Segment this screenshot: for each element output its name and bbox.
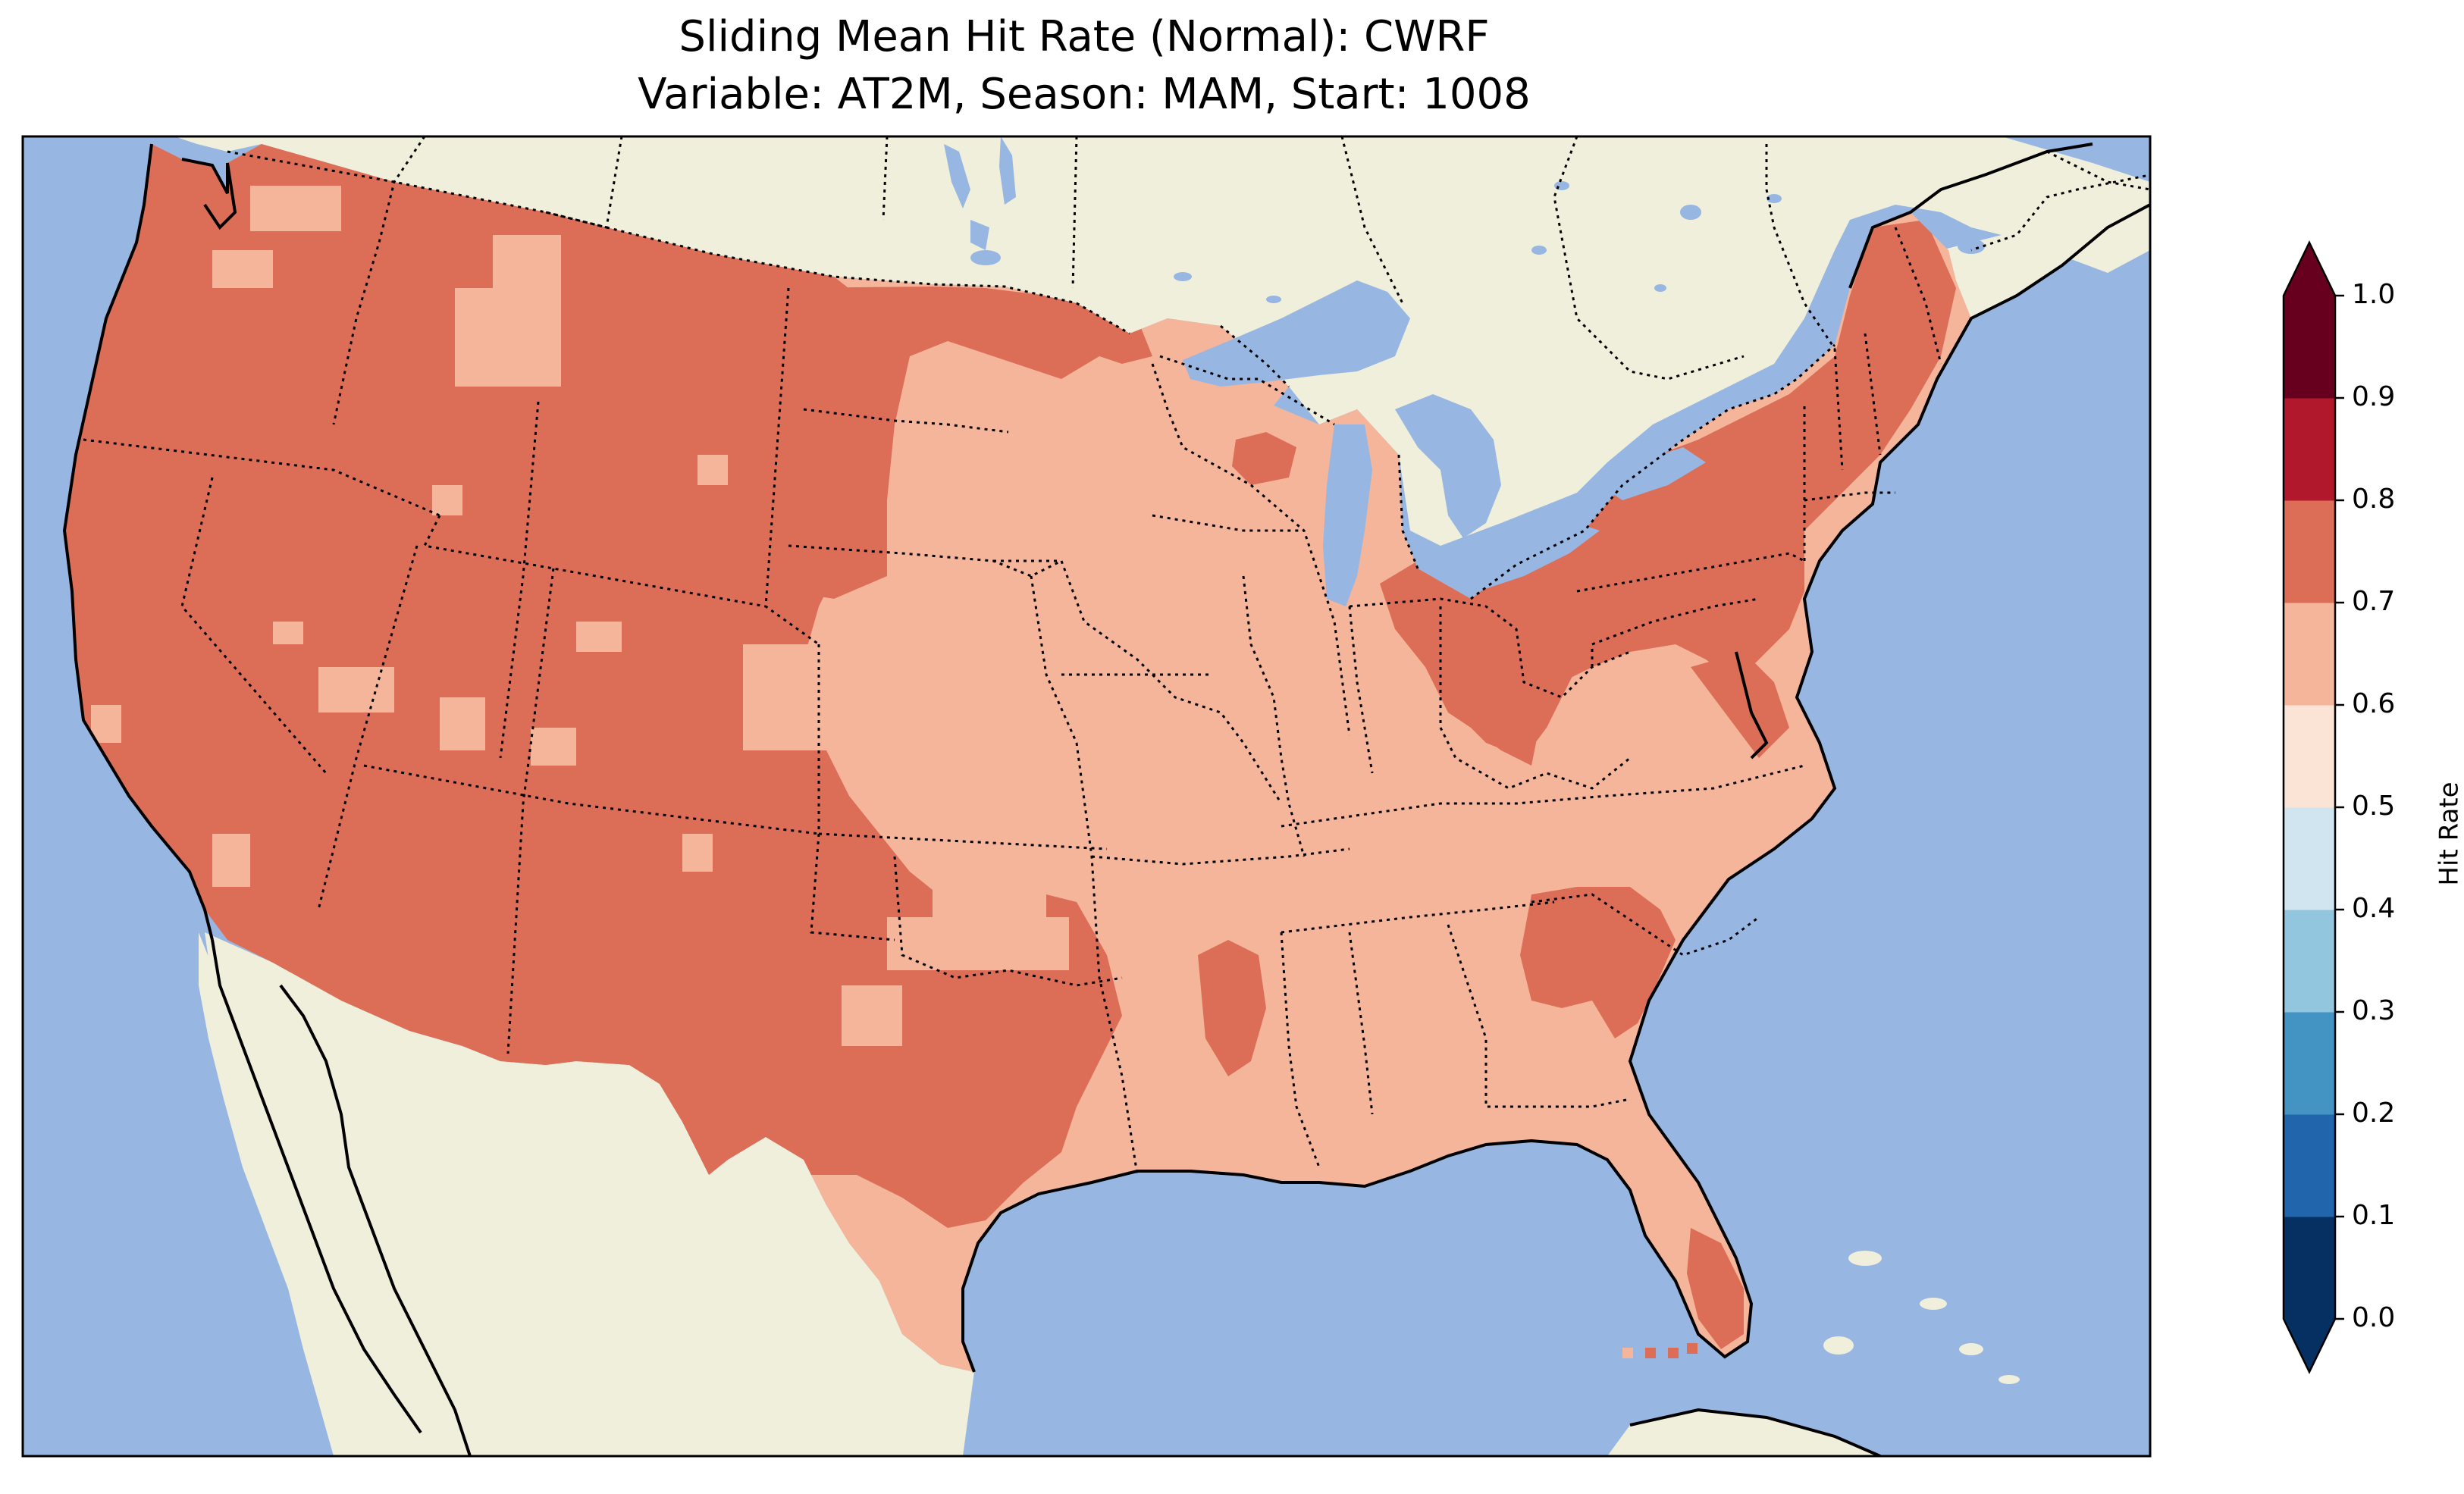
canadian-lakes bbox=[944, 136, 1985, 303]
cuba-line bbox=[1629, 1408, 1881, 1456]
colorbar-bin-5 bbox=[2284, 705, 2335, 808]
colorbar-tick-label-8: 0.8 bbox=[2352, 484, 2395, 515]
lake-superior bbox=[1183, 280, 1410, 387]
colorbar-tick-label-3: 0.3 bbox=[2352, 995, 2395, 1026]
colorbar-bin-1 bbox=[2284, 1114, 2335, 1217]
lake-ontario bbox=[1600, 447, 1706, 500]
lake-huron bbox=[1395, 394, 1501, 538]
canada-landmass bbox=[174, 136, 2150, 546]
chart-title-line-2: Variable: AT2M, Season: MAM, Start: 1008 bbox=[638, 70, 1531, 119]
colorbar-bin-7 bbox=[2284, 500, 2335, 603]
region-northeast-high bbox=[1380, 220, 1956, 766]
hit-rate-light-patches bbox=[91, 186, 1069, 1046]
west-coast-line bbox=[62, 143, 214, 941]
colorbar-tick-label-9: 0.9 bbox=[2352, 381, 2395, 412]
florida-keys bbox=[1622, 1343, 1698, 1358]
colorbar-tick-label-4: 0.4 bbox=[2352, 893, 2395, 924]
colorbar-ticks: 0.0 0.1 0.2 0.3 0.4 0.5 0.6 0.7 0.8 0.9 1.0 bbox=[2335, 279, 2395, 1333]
chart-title-line-1: Sliding Mean Hit Rate (Normal): CWRF bbox=[679, 12, 1490, 61]
region-mississippi-high bbox=[1198, 940, 1266, 1076]
colorbar-tick-label-6: 0.6 bbox=[2352, 688, 2395, 719]
colorbar-bin-6 bbox=[2284, 603, 2335, 706]
colorbar-tick-label-1: 0.1 bbox=[2352, 1200, 2395, 1231]
colorbar-bin-2 bbox=[2284, 1012, 2335, 1115]
colorbar-tick-label-7: 0.7 bbox=[2352, 586, 2395, 617]
state-borders bbox=[83, 136, 2150, 1176]
region-ohio-high bbox=[1403, 599, 1577, 758]
chesapeake-line bbox=[1735, 651, 1769, 760]
cuba-landmass bbox=[1607, 1410, 1880, 1456]
colorbar-bin-3 bbox=[2284, 910, 2335, 1013]
lake-michigan bbox=[1323, 424, 1372, 606]
colorbar-tick-label-5: 0.5 bbox=[2352, 791, 2395, 822]
puget-sound-line bbox=[181, 158, 237, 230]
colorbar-bin-4 bbox=[2284, 807, 2335, 910]
region-florida-south-high bbox=[1687, 1228, 1744, 1349]
map-frame bbox=[21, 135, 2152, 1458]
bahamas-islands bbox=[1823, 1251, 2020, 1384]
gulf-coast-line bbox=[961, 203, 2150, 1373]
colorbar-extend-low bbox=[2284, 1319, 2335, 1372]
colorbar-bin-9 bbox=[2284, 296, 2335, 399]
mexico-pacific-line bbox=[211, 939, 422, 1434]
lake-erie bbox=[1456, 523, 1600, 591]
colorbar-bin-0 bbox=[2284, 1217, 2335, 1320]
colorbar-label: Hit Rate bbox=[2434, 781, 2464, 885]
baja-inner-line bbox=[279, 984, 472, 1456]
region-wisconsin-high bbox=[1232, 432, 1296, 485]
colorbar-tick-label-0: 0.0 bbox=[2352, 1302, 2395, 1333]
colorbar-tick-label-10: 1.0 bbox=[2352, 279, 2395, 310]
colorbar: 0.0 0.1 0.2 0.3 0.4 0.5 0.6 0.7 0.8 0.9 1.0 Hit Ra… bbox=[2282, 240, 2464, 1374]
mexico-landmass bbox=[205, 932, 974, 1456]
region-virginia-high bbox=[1691, 652, 1789, 758]
colorbar-extend-high bbox=[2284, 243, 2335, 296]
map-layers bbox=[62, 136, 2150, 1456]
hit-rate-high-regions bbox=[64, 144, 1956, 1349]
baja-landmass bbox=[199, 932, 421, 1456]
colorbar-bin-8 bbox=[2284, 398, 2335, 501]
colorbar-tick-label-2: 0.2 bbox=[2352, 1098, 2395, 1129]
region-minnesota-high bbox=[1001, 292, 1152, 364]
great-lakes bbox=[1183, 280, 1706, 606]
region-dakota-high bbox=[758, 287, 1099, 599]
colorbar-bins bbox=[2284, 296, 2335, 1320]
maritimes-landmass bbox=[1941, 197, 2108, 318]
